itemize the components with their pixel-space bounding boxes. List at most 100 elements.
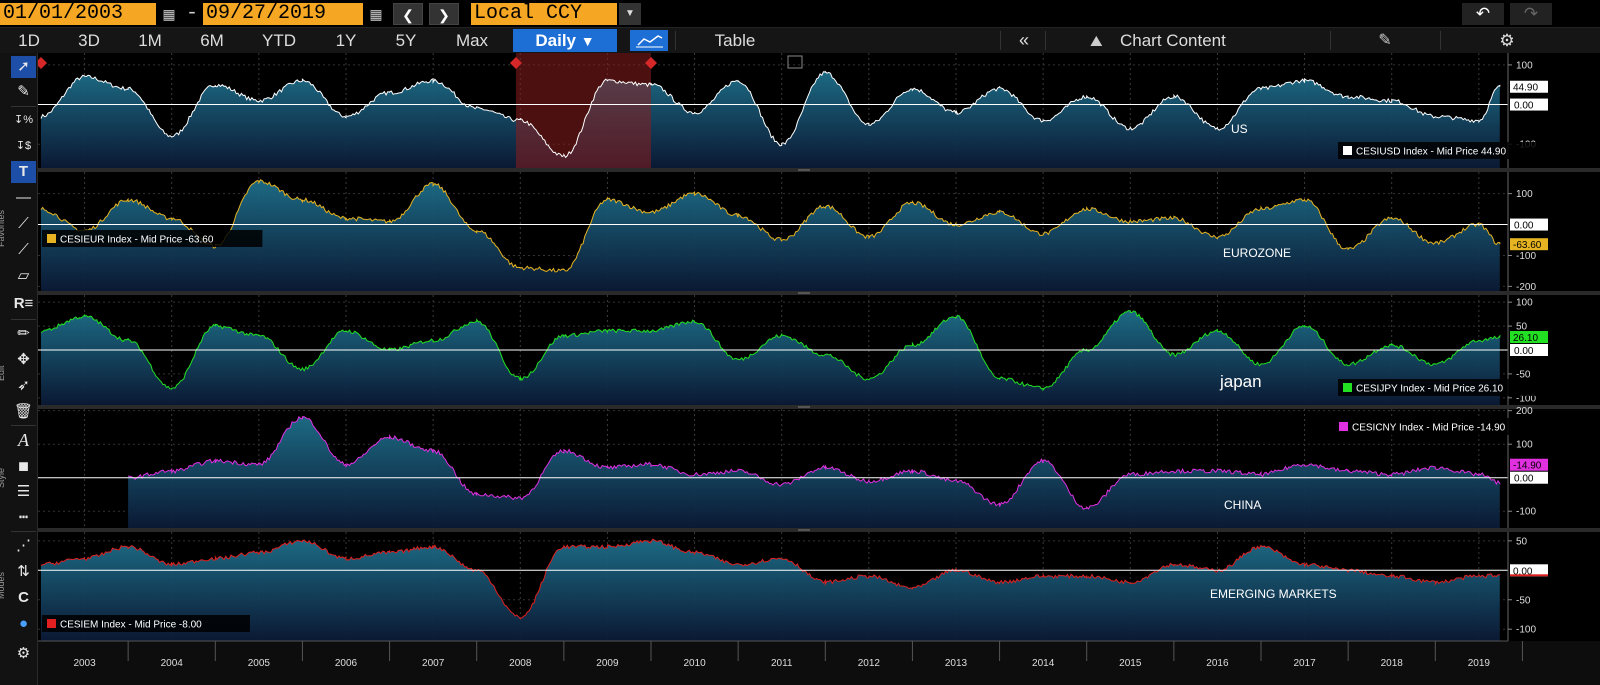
- panel-resize-handle: [798, 406, 810, 408]
- trend-line-icon[interactable]: ⟋: [18, 215, 29, 232]
- edit-label: Edit: [0, 365, 6, 381]
- snap-mode-icon[interactable]: ⇅: [17, 563, 30, 580]
- zero-value-box: [1510, 344, 1548, 356]
- end-date-field[interactable]: 09/27/2019: [203, 3, 363, 25]
- frequency-select[interactable]: Daily ▼: [513, 29, 617, 52]
- period-3d[interactable]: 3D: [78, 31, 100, 50]
- panel-separator: [38, 291, 1600, 295]
- panel-separator: [38, 405, 1600, 409]
- period-5y[interactable]: 5Y: [395, 31, 417, 50]
- legend-box: [42, 230, 263, 247]
- last-value-box: [1510, 238, 1548, 251]
- economic-surprise-chart[interactable]: 100 -100 0.00 44.90 US CESIUSD Index - Mid Pr…: [38, 53, 1600, 685]
- chevron-down-icon: ▼: [580, 33, 595, 49]
- legend-swatch: [1343, 146, 1352, 155]
- undo-icon[interactable]: ↶: [1462, 3, 1504, 25]
- last-value-box: [1510, 80, 1548, 93]
- line-chart-button[interactable]: [630, 30, 668, 51]
- edit-chart-icon[interactable]: ✎: [1378, 32, 1392, 49]
- chart-content-button[interactable]: ⛰ Chart Content: [1090, 28, 1310, 53]
- text-tool-icon[interactable]: T: [11, 161, 36, 183]
- period-1y[interactable]: 1Y: [335, 31, 357, 50]
- dotted-line-icon[interactable]: ⋰: [16, 537, 31, 554]
- previous-button[interactable]: ❮: [393, 3, 423, 25]
- period-1d[interactable]: 1D: [18, 31, 40, 50]
- frequency-label: Daily: [535, 31, 577, 50]
- series-line: [40, 309, 1501, 392]
- last-value-marker: [1510, 574, 1548, 577]
- fill-color-icon[interactable]: ■: [18, 456, 29, 476]
- series-area: [128, 416, 1500, 528]
- chevron-down-icon[interactable]: ▼: [619, 3, 641, 25]
- currency-select[interactable]: Local CCY: [471, 3, 617, 25]
- panel-resize-handle: [798, 292, 810, 294]
- period-max[interactable]: Max: [455, 31, 489, 50]
- cursor-icon[interactable]: ➚: [11, 56, 36, 78]
- ray-line-icon[interactable]: ⟋: [18, 241, 29, 258]
- calendar-icon[interactable]: ▦: [162, 6, 176, 22]
- y-tick-label: -100: [1516, 393, 1536, 404]
- x-tick-label: 2018: [1381, 658, 1404, 669]
- font-style-icon[interactable]: A: [18, 430, 29, 450]
- retracement-icon[interactable]: R≡: [13, 295, 34, 312]
- line-weight-icon[interactable]: ☰: [16, 483, 31, 500]
- redo-icon[interactable]: ↷: [1510, 3, 1552, 25]
- legend-label: CESIEUR Index - Mid Price -63.60: [60, 235, 214, 246]
- style-label: Style: [0, 468, 6, 489]
- period-6m[interactable]: 6M: [200, 31, 224, 50]
- chart-panel-eurozone: 100 -100 -200 0.00 -63.60 EUROZONE CESIEUR Ind…: [38, 172, 1600, 295]
- panel-label: japan: [1219, 372, 1262, 391]
- last-value-label: 44.90: [1513, 83, 1538, 94]
- last-value-label: 26.10: [1513, 333, 1538, 344]
- period-1m[interactable]: 1M: [138, 31, 162, 50]
- panel-label: US: [1231, 122, 1248, 136]
- last-value-label: -63.60: [1513, 240, 1542, 251]
- chart-toolbar: 1D 3D 1M 6M YTD 1Y 5Y Max Daily ▼ Table …: [0, 28, 1600, 53]
- gear-icon[interactable]: ⚙: [16, 645, 31, 662]
- panel-label: EMERGING MARKETS: [1210, 587, 1337, 601]
- percent-tool-icon[interactable]: ↧%: [14, 114, 33, 126]
- select-arrow-icon[interactable]: ➶: [17, 377, 30, 394]
- legend-swatch: [47, 619, 56, 628]
- x-tick-label: 2013: [945, 658, 968, 669]
- crosshair-mode-icon[interactable]: C: [18, 589, 29, 606]
- calendar-icon[interactable]: ▦: [369, 6, 383, 22]
- series-line: [40, 538, 1501, 620]
- chart-panel-emerging-markets: 50 -50 -100 0.00 EMERGING MARKETS CESIEM Inde…: [38, 532, 1548, 641]
- legend-label: CESICNY Index - Mid Price -14.90: [1352, 423, 1506, 434]
- collapse-icon[interactable]: «: [1018, 30, 1029, 50]
- gear-icon[interactable]: ⚙: [1499, 31, 1515, 50]
- series-area: [41, 310, 1500, 405]
- y-tick-label: -100: [1516, 625, 1536, 636]
- table-button[interactable]: Table: [714, 31, 756, 50]
- series-area: [41, 71, 1500, 168]
- channel-icon[interactable]: ▱: [17, 267, 30, 284]
- y-tick-label: -100: [1516, 507, 1536, 518]
- series-area: [41, 539, 1500, 641]
- pen-icon[interactable]: ✎: [17, 83, 30, 100]
- horizontal-line-icon[interactable]: —: [16, 189, 31, 206]
- zero-value-label: 0.00: [1514, 221, 1534, 232]
- period-ytd[interactable]: YTD: [262, 31, 296, 50]
- legend-label: CESIEM Index - Mid Price -8.00: [60, 620, 202, 631]
- line-chart-icon: [636, 35, 663, 48]
- color-mode-icon[interactable]: ●: [18, 615, 29, 632]
- y-tick-label: 100: [1516, 298, 1533, 309]
- start-date-field[interactable]: 01/01/2003: [0, 3, 156, 25]
- y-tick-label: 100: [1516, 440, 1533, 451]
- legend-swatch: [1339, 422, 1348, 431]
- chart-panel-china: 200 100 -100 0.00 -14.90 CHINA CESICNY Index -…: [38, 406, 1600, 532]
- panel-label: EUROZONE: [1223, 246, 1291, 260]
- x-tick-label: 2007: [422, 658, 445, 669]
- x-tick-label: 2003: [73, 658, 96, 669]
- dollar-tool-icon[interactable]: ↧$: [15, 140, 32, 152]
- panel-resize-handle: [798, 529, 810, 531]
- panel-label: CHINA: [1224, 498, 1261, 512]
- trash-icon[interactable]: 🗑: [13, 403, 34, 420]
- move-icon[interactable]: ✥: [17, 351, 30, 368]
- x-tick-label: 2009: [596, 658, 619, 669]
- line-style-icon[interactable]: ┅: [18, 509, 29, 526]
- next-button[interactable]: ❯: [429, 3, 459, 25]
- edit-pen-icon[interactable]: ✏: [17, 325, 30, 342]
